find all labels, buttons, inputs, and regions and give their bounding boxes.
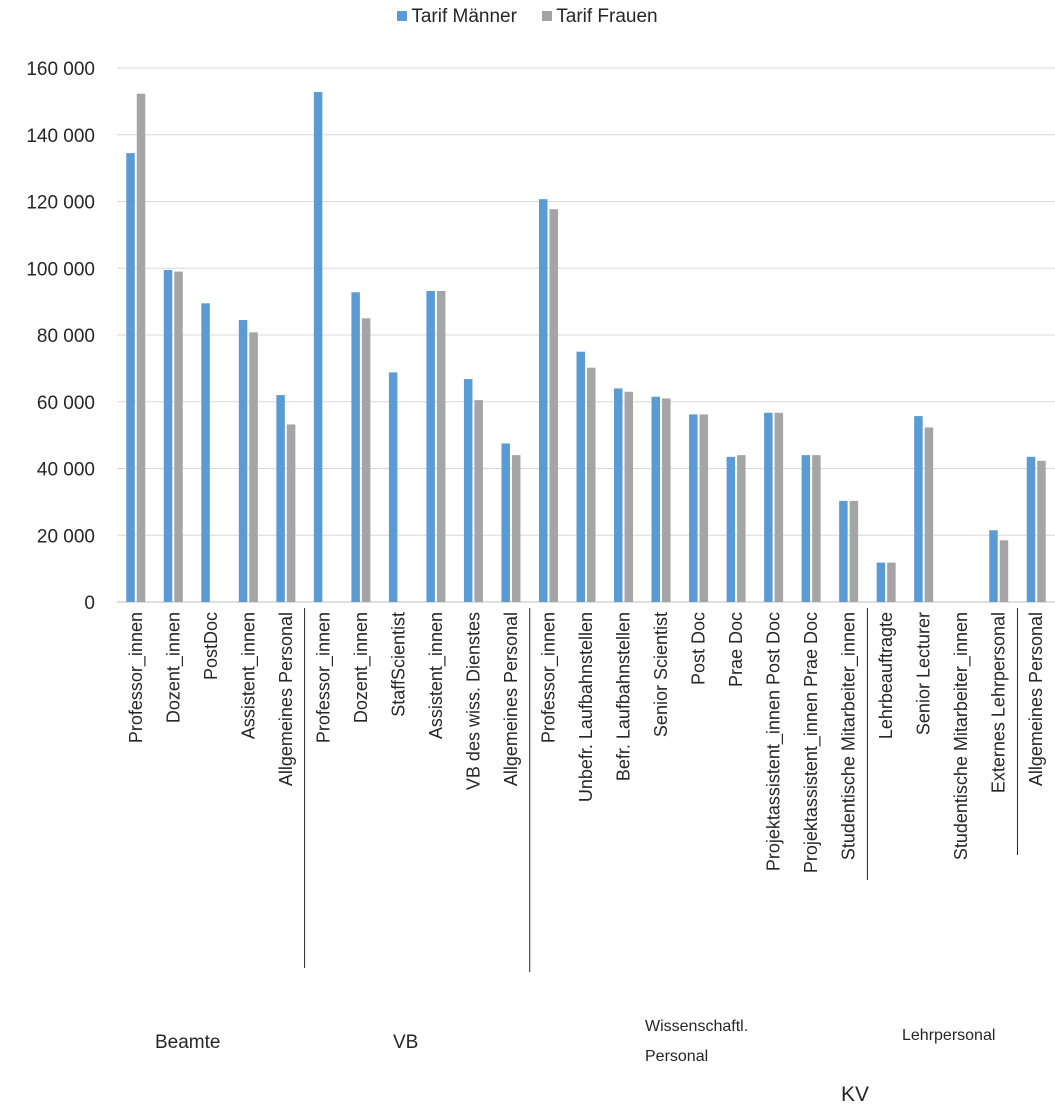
bar (549, 209, 558, 602)
bar (662, 398, 671, 602)
bar (801, 455, 811, 602)
group-label-vb: VB (393, 1032, 419, 1053)
y-tick-label: 120 000 (26, 193, 95, 214)
group-label-beamte: Beamte (155, 1032, 221, 1053)
legend-item-maenner: Tarif Männer (397, 6, 517, 28)
bar (174, 271, 183, 602)
bar (876, 562, 886, 602)
x-tick-label: StaffScientist (388, 612, 408, 717)
legend: Tarif Männer Tarif Frauen (0, 6, 1055, 28)
x-tick-label: Dozent_innen (351, 612, 372, 723)
x-tick-label: Lehrbeauftragte (876, 612, 896, 739)
group-label-wiss-line2: Personal (645, 1048, 709, 1065)
bar (136, 93, 146, 602)
x-axis-labels: Professor_innen Dozent_innen PostDoc Assist… (126, 612, 1046, 873)
bar (999, 540, 1009, 602)
x-tick-label: Professor_innen (313, 612, 334, 743)
x-tick-label: Projektassistent_innen Prae Doc (801, 612, 822, 873)
bar (463, 379, 473, 602)
group-separators (304, 608, 1018, 972)
bar (887, 562, 896, 602)
bar (624, 391, 634, 602)
bar (501, 443, 510, 602)
y-axis-ticks: 0 20 000 40 000 60 000 80 000 100 000 120 000 1… (26, 59, 95, 614)
x-tick-label: Professor_innen (126, 612, 147, 743)
legend-label-frauen: Tarif Frauen (556, 6, 658, 27)
group-label-wiss-line1: Wissenschaftl. (645, 1018, 749, 1035)
bar (614, 388, 623, 602)
bar (699, 414, 709, 602)
legend-item-frauen: Tarif Frauen (542, 6, 658, 28)
y-tick-label: 100 000 (26, 259, 95, 280)
y-tick-label: 140 000 (26, 126, 95, 147)
group-label-lehrpersonal: Lehrpersonal (902, 1027, 996, 1044)
bar (474, 400, 483, 602)
x-tick-label: Allgemeines Personal (501, 612, 521, 786)
x-tick-label: Assistent_innen (426, 612, 447, 739)
gridlines (117, 67, 1055, 603)
bar (1026, 456, 1036, 602)
x-tick-label: Post Doc (689, 612, 709, 685)
bar (351, 292, 360, 602)
group-label-kv: KV (841, 1083, 870, 1106)
x-tick-label: Unbefr. Laufbahnstellen (576, 612, 596, 802)
x-tick-label: Assistent_innen (238, 612, 259, 739)
x-tick-label: Projektassistent_innen Post Doc (764, 612, 785, 871)
y-tick-label: 40 000 (37, 460, 95, 481)
bar (689, 414, 698, 602)
bar (1037, 460, 1046, 602)
bar (774, 412, 784, 602)
y-tick-label: 80 000 (37, 326, 95, 347)
x-tick-label: Senior Scientist (651, 612, 671, 737)
bar (538, 199, 548, 602)
x-tick-label: Befr. Laufbahnstellen (614, 612, 634, 781)
bar (839, 500, 848, 602)
bar (201, 303, 210, 602)
bar (587, 367, 596, 602)
bar (812, 455, 821, 602)
bar (989, 530, 998, 602)
y-tick-label: 20 000 (37, 526, 95, 547)
x-tick-label: Allgemeines Personal (276, 612, 296, 786)
bar (511, 455, 521, 602)
x-tick-label: Studentische Mitarbeiter_innen (951, 612, 972, 860)
x-tick-label: Externes Lehrpersonal (989, 612, 1009, 793)
x-tick-label: Prae Doc (726, 612, 746, 687)
x-tick-label: Allgemeines Personal (1026, 612, 1046, 786)
x-tick-label: PostDoc (201, 612, 221, 680)
bar (924, 427, 934, 602)
bar (276, 395, 285, 602)
y-tick-label: 60 000 (37, 393, 95, 414)
bar (726, 456, 736, 602)
bar (163, 269, 173, 602)
bar (651, 396, 661, 602)
bar (737, 455, 746, 602)
bar (126, 153, 135, 602)
bar (914, 416, 923, 602)
bar (286, 424, 296, 602)
bar (313, 92, 323, 602)
bar (576, 351, 585, 602)
legend-swatch-maenner (397, 11, 408, 21)
bar (436, 290, 446, 602)
x-tick-label: Dozent_innen (163, 612, 184, 723)
legend-label-maenner: Tarif Männer (411, 6, 517, 27)
bar (361, 318, 371, 602)
legend-swatch-frauen (542, 11, 553, 21)
y-tick-label: 160 000 (26, 59, 95, 80)
bar (849, 500, 859, 602)
x-tick-label: Professor_innen (538, 612, 559, 743)
bar (249, 332, 258, 602)
x-tick-label: Studentische Mitarbeiter_innen (839, 612, 860, 860)
bars (126, 92, 1046, 602)
bar (764, 412, 773, 602)
bar (238, 319, 248, 602)
bar (426, 290, 435, 602)
x-tick-label: Senior Lecturer (914, 612, 934, 735)
bar (388, 372, 398, 602)
y-tick-label: 0 (84, 593, 95, 614)
x-tick-label: VB des wiss. Dienstes (463, 612, 483, 790)
